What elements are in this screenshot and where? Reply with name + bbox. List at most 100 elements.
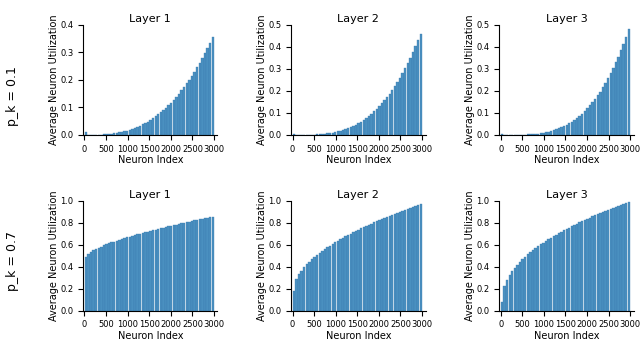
Bar (591, 102, 594, 135)
Bar (503, 286, 506, 311)
Bar (295, 279, 298, 311)
Bar (401, 73, 404, 135)
Bar (326, 134, 329, 135)
Y-axis label: Average Neuron Utilization: Average Neuron Utilization (465, 15, 475, 145)
Bar (339, 239, 342, 311)
Bar (209, 43, 211, 135)
Bar (298, 275, 300, 311)
Bar (561, 232, 563, 311)
Bar (383, 218, 386, 311)
Bar (563, 230, 565, 311)
Bar (557, 233, 560, 311)
Bar (198, 63, 201, 135)
Bar (111, 242, 113, 311)
Bar (509, 275, 511, 311)
Bar (399, 78, 401, 135)
Bar (193, 71, 196, 135)
Bar (334, 242, 337, 311)
Bar (144, 232, 147, 311)
Bar (612, 208, 614, 311)
Bar (324, 134, 326, 135)
Bar (628, 29, 630, 135)
Bar (529, 252, 532, 311)
Bar (108, 243, 110, 311)
Bar (618, 206, 620, 311)
Bar (524, 257, 527, 311)
Bar (607, 78, 609, 135)
Bar (342, 130, 344, 135)
Bar (417, 205, 419, 311)
Bar (614, 62, 617, 135)
Bar (347, 128, 349, 135)
Bar (321, 134, 324, 135)
Bar (545, 241, 547, 311)
Bar (547, 132, 550, 135)
Bar (113, 242, 115, 311)
Bar (106, 134, 108, 135)
Y-axis label: Average Neuron Utilization: Average Neuron Utilization (257, 190, 267, 321)
Bar (573, 120, 575, 135)
Bar (566, 229, 568, 311)
Bar (355, 231, 357, 311)
Bar (154, 230, 157, 311)
Y-axis label: Average Neuron Utilization: Average Neuron Utilization (257, 15, 267, 145)
Bar (386, 217, 388, 311)
Bar (324, 249, 326, 311)
Bar (129, 130, 131, 135)
Bar (628, 202, 630, 311)
Bar (211, 37, 214, 135)
Bar (591, 216, 594, 311)
Bar (357, 230, 360, 311)
Bar (383, 100, 386, 135)
Bar (209, 217, 211, 311)
Bar (537, 246, 540, 311)
Bar (126, 237, 129, 311)
Bar (561, 127, 563, 135)
Bar (134, 235, 136, 311)
Bar (292, 134, 295, 135)
Bar (378, 220, 381, 311)
Bar (589, 105, 591, 135)
Bar (584, 220, 586, 311)
Bar (308, 262, 310, 311)
Bar (319, 253, 321, 311)
Bar (555, 129, 557, 135)
Bar (347, 235, 349, 311)
Bar (175, 225, 178, 311)
X-axis label: Neuron Index: Neuron Index (326, 331, 391, 341)
Bar (401, 211, 404, 311)
Bar (365, 118, 367, 135)
Bar (121, 132, 124, 135)
Bar (412, 52, 414, 135)
Bar (417, 40, 419, 135)
Bar (506, 280, 508, 311)
Bar (163, 110, 164, 135)
Bar (191, 221, 193, 311)
Bar (170, 102, 172, 135)
Bar (87, 253, 90, 311)
Bar (404, 210, 406, 311)
Bar (326, 247, 329, 311)
Bar (581, 114, 584, 135)
Bar (154, 116, 157, 135)
Bar (116, 241, 118, 311)
Bar (623, 204, 625, 311)
Bar (365, 226, 367, 311)
Bar (391, 215, 394, 311)
Bar (576, 118, 579, 135)
Bar (381, 219, 383, 311)
Bar (180, 223, 183, 311)
Bar (355, 125, 357, 135)
Bar (124, 131, 126, 135)
Bar (337, 131, 339, 135)
Bar (126, 131, 129, 135)
Bar (178, 224, 180, 311)
Bar (516, 265, 518, 311)
Bar (108, 134, 110, 135)
Bar (332, 132, 334, 135)
Bar (589, 218, 591, 311)
Bar (555, 235, 557, 311)
Bar (349, 233, 352, 311)
Bar (540, 133, 542, 135)
Bar (160, 112, 162, 135)
